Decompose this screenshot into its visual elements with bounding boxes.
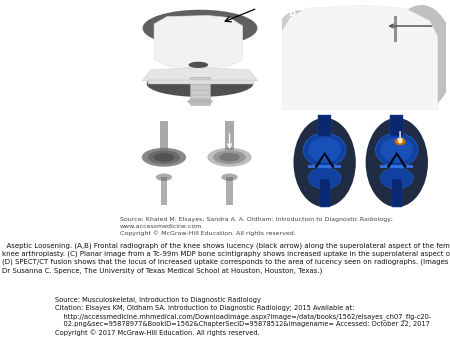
Ellipse shape (308, 168, 341, 189)
Ellipse shape (142, 148, 186, 167)
Ellipse shape (159, 175, 169, 179)
Bar (392, 179, 402, 207)
Ellipse shape (293, 118, 356, 207)
Ellipse shape (270, 10, 327, 105)
Bar (320, 179, 329, 207)
Polygon shape (315, 152, 334, 169)
Ellipse shape (213, 150, 246, 164)
Text: Aseptic Loosening. (A,B) Frontal radiograph of the knee shows lucency (black arr: Aseptic Loosening. (A,B) Frontal radiogr… (2, 242, 450, 273)
Polygon shape (387, 152, 407, 169)
Ellipse shape (394, 138, 406, 145)
Ellipse shape (219, 153, 240, 162)
Ellipse shape (308, 137, 341, 163)
Ellipse shape (189, 62, 208, 68)
Bar (190, 77, 210, 105)
Ellipse shape (303, 133, 346, 167)
Polygon shape (143, 68, 257, 80)
Polygon shape (282, 5, 438, 110)
Ellipse shape (380, 168, 413, 189)
Ellipse shape (225, 175, 234, 179)
Bar (380, 165, 413, 168)
Ellipse shape (153, 153, 174, 162)
Ellipse shape (143, 10, 257, 47)
Ellipse shape (221, 173, 238, 181)
Text: C: C (125, 113, 132, 123)
Bar (148, 79, 254, 84)
Text: B: B (288, 8, 296, 18)
Ellipse shape (148, 150, 180, 164)
Ellipse shape (398, 141, 402, 143)
Ellipse shape (389, 5, 450, 110)
Bar (308, 165, 341, 168)
Bar (226, 177, 233, 204)
Ellipse shape (375, 133, 418, 167)
Bar (225, 121, 234, 150)
Bar (390, 115, 403, 136)
Ellipse shape (366, 118, 428, 207)
Ellipse shape (188, 98, 212, 105)
Bar (161, 177, 167, 204)
Text: Source: Khaled M. Elsayes, Sandra A. A. Oldham: Introduction to Diagnostic Radio: Source: Khaled M. Elsayes, Sandra A. A. … (120, 217, 393, 236)
Text: D: D (288, 113, 297, 123)
Polygon shape (154, 16, 243, 68)
Bar (160, 121, 168, 150)
Text: Mc
Graw
Hill
Education: Mc Graw Hill Education (3, 298, 50, 336)
Bar (393, 16, 397, 42)
Ellipse shape (207, 148, 252, 167)
Bar (318, 115, 331, 136)
Ellipse shape (147, 71, 253, 97)
Text: A: A (125, 8, 132, 18)
Ellipse shape (156, 173, 172, 181)
Ellipse shape (380, 137, 413, 163)
Text: Source: Musculoskeletal, Introduction to Diagnostic Radiology
Citation: Elsayes : Source: Musculoskeletal, Introduction to… (55, 297, 431, 336)
Ellipse shape (397, 139, 403, 144)
